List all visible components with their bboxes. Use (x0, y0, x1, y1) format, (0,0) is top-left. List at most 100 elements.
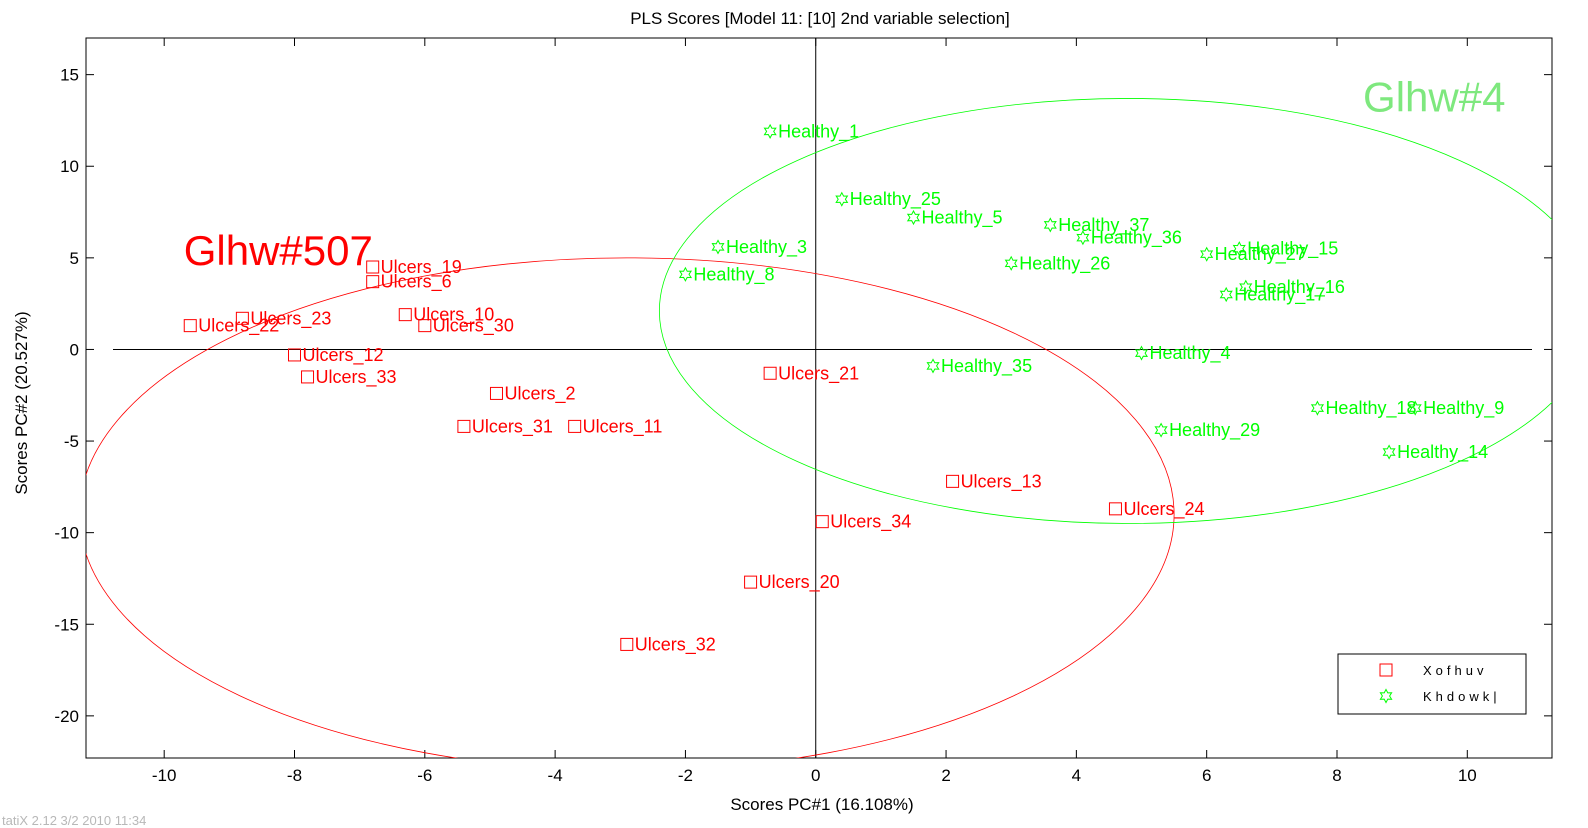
y-tick-label: 15 (60, 66, 79, 85)
point-label: Healthy_27 (1215, 244, 1306, 265)
data-point-ulcers-21 (763, 366, 777, 380)
point-label: Ulcers_2 (504, 383, 575, 404)
point-label: Ulcers_21 (778, 363, 859, 384)
point-label: Ulcers_12 (302, 345, 383, 366)
point-label: Ulcers_32 (635, 634, 716, 655)
data-point-ulcers-6 (366, 275, 380, 289)
point-label: Healthy_29 (1169, 420, 1260, 441)
x-tick-label: 8 (1332, 766, 1341, 785)
point-label: Healthy_3 (726, 237, 807, 258)
data-point-ulcers-34 (815, 515, 829, 529)
data-point-healthy-35 (926, 358, 940, 374)
data-point-ulcers-10 (398, 308, 412, 322)
legend-entry: Khdowk| (1423, 689, 1501, 704)
data-point-healthy-18 (1310, 400, 1325, 416)
x-axis-label: Scores PC#1 (16.108%) (730, 795, 913, 814)
point-label: Healthy_5 (921, 208, 1002, 229)
data-point-ulcers-11 (568, 419, 582, 433)
point-label: Ulcers_19 (381, 257, 462, 278)
data-point-ulcers-22 (183, 319, 197, 333)
point-label: Healthy_9 (1423, 398, 1504, 419)
data-point-ulcers-19 (366, 260, 380, 274)
data-point-healthy-27 (1200, 246, 1214, 262)
point-label: Healthy_26 (1019, 253, 1110, 274)
point-label: Ulcers_10 (413, 305, 494, 326)
data-point-ulcers-24 (1108, 502, 1122, 516)
x-tick-label: -4 (548, 766, 563, 785)
data-point-healthy-17 (1219, 286, 1233, 303)
point-label: Healthy_16 (1254, 277, 1345, 298)
data-point-healthy-1 (763, 123, 777, 139)
point-label: Healthy_18 (1325, 398, 1416, 419)
data-point-healthy-16 (1239, 279, 1253, 295)
point-label: Ulcers_23 (250, 308, 331, 329)
y-tick-label: 5 (70, 249, 79, 268)
x-tick-label: 4 (1072, 766, 1081, 785)
legend: Xofhuv Khdowk| (1337, 653, 1527, 715)
plot-area: -10 -8 -6 -4 -2 0 2 4 6 8 10151050-5-10-15-20Ulcer… (54, 37, 1553, 785)
y-tick-label: -15 (54, 615, 79, 634)
data-point-healthy-14 (1382, 444, 1396, 460)
x-tick-label: -6 (417, 766, 432, 785)
software-footer-text: tatiX 2.12 3/2 2010 11:34 (2, 813, 147, 828)
legend-marker (1379, 663, 1393, 677)
data-point-healthy-8 (678, 266, 693, 282)
point-label: Healthy_17 (1234, 284, 1325, 305)
data-point-healthy-9 (1408, 400, 1422, 416)
chart-title: PLS Scores [Model 11: [10] 2nd variable … (630, 9, 1010, 28)
y-tick-label: 0 (70, 340, 79, 359)
y-axis-label: Scores PC#2 (20.527%) (12, 311, 31, 494)
y-tick-label: -10 (54, 524, 79, 543)
x-tick-label: -2 (678, 766, 693, 785)
point-label: Ulcers_30 (433, 316, 514, 337)
data-point-ulcers-20 (744, 575, 758, 589)
data-point-healthy-37 (1043, 217, 1057, 233)
legend-box (1337, 653, 1527, 715)
point-label: Healthy_25 (850, 189, 941, 210)
point-label: Healthy_15 (1247, 239, 1338, 260)
data-point-healthy-4 (1134, 345, 1149, 361)
y-tick-label: 10 (60, 157, 79, 176)
x-tick-label: -8 (287, 766, 302, 785)
x-tick-label: 2 (941, 766, 950, 785)
point-label: Ulcers_34 (830, 512, 911, 533)
data-point-healthy-5 (906, 209, 921, 226)
data-point-ulcers-2 (489, 386, 503, 400)
data-point-ulcers-33 (301, 370, 315, 384)
confidence-ellipse-xofhuv (86, 257, 1175, 758)
point-label: Healthy_36 (1091, 228, 1182, 249)
point-label: Ulcers_6 (381, 272, 452, 293)
point-label: Ulcers_22 (198, 316, 279, 337)
data-point-healthy-29 (1154, 422, 1168, 438)
x-tick-label: 0 (811, 766, 820, 785)
x-tick-label: -10 (152, 766, 177, 785)
point-label: Healthy_35 (941, 356, 1032, 377)
point-label: Ulcers_24 (1123, 499, 1204, 520)
data-point-ulcers-23 (235, 311, 249, 325)
point-label: Ulcers_11 (583, 416, 663, 437)
y-tick-label: -20 (54, 707, 79, 726)
plot-frame (85, 37, 1553, 759)
group-annotation: Glhw#507 (184, 227, 373, 274)
data-point-healthy-25 (835, 191, 849, 207)
data-point-healthy-3 (711, 239, 725, 255)
y-tick-label: -5 (64, 432, 79, 451)
point-label: Healthy_8 (693, 264, 774, 285)
point-label: Healthy_1 (778, 121, 859, 142)
confidence-ellipse-khdowk (659, 98, 1552, 524)
data-point-ulcers-32 (620, 637, 634, 651)
point-label: Ulcers_33 (316, 367, 397, 388)
point-label: Healthy_37 (1058, 215, 1149, 236)
x-tick-label: 6 (1202, 766, 1211, 785)
legend-marker (1379, 688, 1393, 704)
point-label: Healthy_14 (1397, 442, 1488, 463)
point-label: Ulcers_20 (759, 572, 840, 593)
data-point-ulcers-30 (418, 319, 432, 333)
x-tick-label: 10 (1458, 766, 1477, 785)
group-annotation: Glhw#4 (1363, 73, 1505, 120)
point-label: Ulcers_13 (961, 471, 1042, 492)
point-label: Healthy_4 (1150, 343, 1231, 364)
